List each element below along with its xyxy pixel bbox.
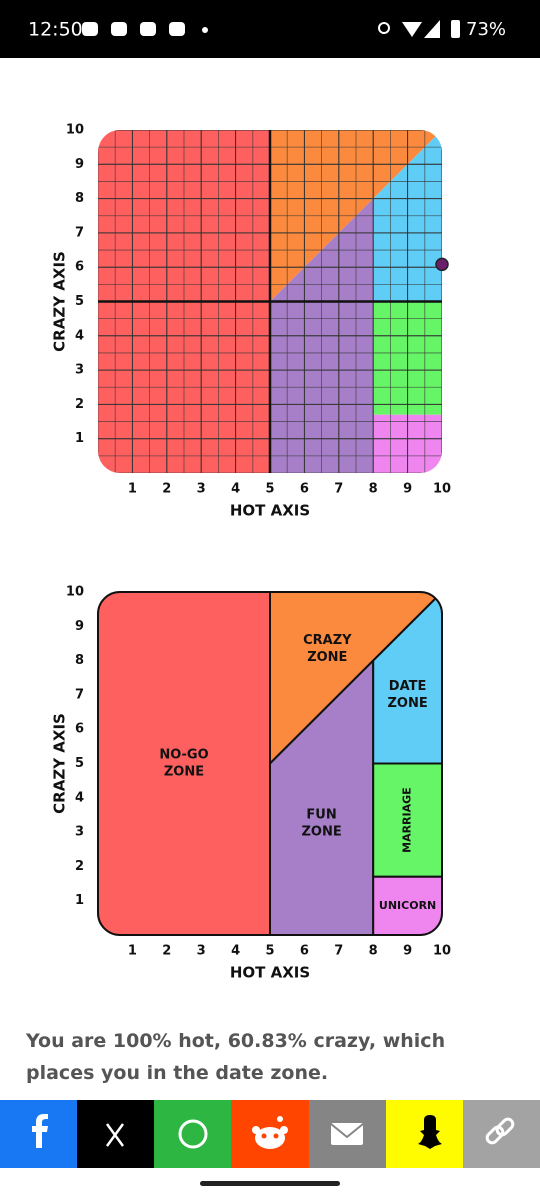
clock: 12:50 (28, 19, 83, 41)
whatsapp-button[interactable] (154, 1100, 231, 1168)
x-tick-label: 7 (334, 944, 343, 959)
link-icon (485, 1117, 515, 1145)
zone-label: DATE (389, 679, 427, 694)
battery-level: 73% (466, 19, 506, 40)
y-tick-label: 7 (75, 225, 84, 240)
y-axis-title: CRAZY AXIS (51, 251, 69, 352)
whatsapp-icon (178, 1119, 208, 1149)
y-tick-label: 2 (75, 397, 84, 412)
facebook-icon (32, 1114, 48, 1148)
y-tick-label: 10 (66, 123, 84, 138)
zone-label: FUN (306, 808, 336, 823)
y-tick-label: 9 (75, 619, 84, 634)
x-tick-label: 8 (369, 482, 378, 497)
zone-label: CRAZY (303, 633, 352, 648)
chart-border (97, 591, 443, 936)
snapchat-icon (418, 1115, 442, 1149)
y-tick-label: 8 (75, 191, 84, 206)
y-tick-label: 10 (66, 585, 84, 600)
chart-scatter (98, 130, 442, 473)
email-icon (330, 1123, 364, 1145)
x-tick-label: 5 (265, 944, 274, 959)
y-tick-label: 9 (75, 157, 84, 172)
y-tick-label: 3 (75, 363, 84, 378)
system-icons (378, 20, 460, 38)
x-tick-label: 2 (162, 482, 171, 497)
x-tick-label: 9 (403, 944, 412, 959)
x-tick-label: 1 (128, 944, 137, 959)
y-tick-label: 1 (75, 431, 84, 446)
y-tick-label: 5 (75, 756, 84, 771)
zone (372, 875, 442, 935)
y-tick-label: 6 (75, 722, 84, 737)
x-tick-label: 2 (162, 944, 171, 959)
result-text: You are 100% hot, 60.83% crazy, which pl… (26, 1030, 446, 1084)
x-tick-label: 4 (231, 482, 240, 497)
x-tick-label: 8 (369, 944, 378, 959)
y-tick-label: 7 (75, 687, 84, 702)
home-indicator[interactable] (200, 1181, 340, 1186)
zone-label: MARRIAGE (401, 787, 414, 853)
zone (98, 592, 271, 935)
zone-label: ZONE (387, 696, 427, 711)
reddit-icon (252, 1116, 288, 1149)
x-tick-label: 1 (128, 482, 137, 497)
data-point (435, 257, 449, 272)
y-tick-label: 8 (75, 653, 84, 668)
x-icon (105, 1123, 125, 1147)
chart-zones (98, 592, 442, 935)
y-tick-label: 4 (75, 328, 84, 343)
y-tick-label: 4 (75, 790, 84, 805)
y-axis-title: CRAZY AXIS (51, 713, 69, 814)
y-tick-label: 2 (75, 859, 84, 874)
x-tick-label: 9 (403, 482, 412, 497)
x-tick-label: 6 (300, 482, 309, 497)
x-tick-label: 7 (334, 482, 343, 497)
zone-label: ZONE (307, 650, 347, 665)
y-tick-label: 1 (75, 893, 84, 908)
y-tick-label: 3 (75, 825, 84, 840)
x-tick-label: 3 (197, 482, 206, 497)
notification-icons (82, 22, 208, 36)
x-tick-label: 4 (231, 944, 240, 959)
y-tick-label: 5 (75, 294, 84, 309)
y-tick-label: 6 (75, 260, 84, 275)
zone-label: NO-GO (159, 748, 208, 763)
zone-label: ZONE (164, 765, 204, 780)
x-tick-label: 5 (265, 482, 274, 497)
x-axis-title: HOT AXIS (230, 964, 310, 982)
x-tick-label: 3 (197, 944, 206, 959)
x-axis-title: HOT AXIS (230, 502, 310, 520)
x-tick-label: 10 (433, 482, 451, 497)
x-tick-label: 6 (300, 944, 309, 959)
x-tick-label: 10 (433, 944, 451, 959)
zone-label: ZONE (301, 825, 341, 840)
share-bar (0, 1100, 540, 1168)
zone-label: UNICORN (379, 899, 436, 912)
